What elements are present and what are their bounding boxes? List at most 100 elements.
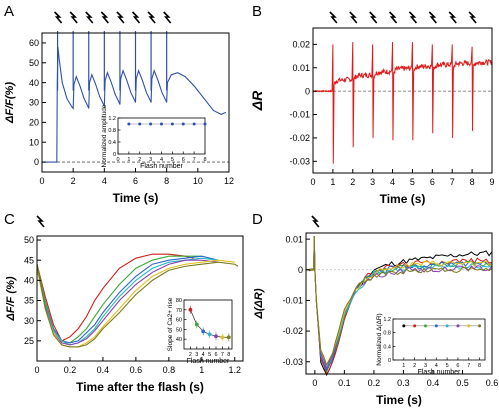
x-tick-label: 6 (133, 176, 138, 186)
y-tick-label: 0 (305, 86, 310, 96)
flash-icon (100, 11, 109, 24)
inset-point (423, 324, 427, 328)
y-tick-label: 45 (24, 255, 34, 265)
inset-x-tick-label: 1 (127, 157, 130, 163)
inset-x-tick-label: 2 (138, 157, 141, 163)
x-tick-label: 0 (39, 176, 44, 186)
x-tick-label: 5 (410, 177, 415, 187)
y-tick-label: 25 (24, 336, 34, 346)
inset-x-tick-label: 3 (195, 352, 198, 358)
inset-point (445, 324, 449, 328)
x-tick-label: 9 (489, 177, 494, 187)
inset-y-tick-label: 1.2 (383, 317, 391, 323)
x-tick-label: 0.5 (456, 378, 469, 388)
y-tick-label: 30 (24, 316, 34, 326)
x-tick-label: 7 (450, 177, 455, 187)
y-tick-label: 60 (29, 38, 39, 48)
inset-frame (183, 299, 233, 350)
flash-icon (311, 215, 320, 228)
inset-y-tick-label: 60 (176, 318, 182, 324)
flash-icon (408, 11, 418, 24)
y-tick-label: 35 (24, 296, 34, 306)
plot-frame (312, 27, 493, 174)
inset-x-tick-label: 8 (478, 363, 481, 369)
inset-y-tick-label: 0.8 (383, 331, 391, 337)
y-tick-label: -0.03 (289, 156, 310, 166)
flash-icon (131, 11, 141, 24)
inset-x-tick-label: 4 (435, 363, 438, 369)
inset-x-tick-label: 6 (214, 352, 217, 358)
inset-x-tick-label: 8 (203, 157, 206, 163)
x-tick-label: 1 (330, 177, 335, 187)
x-tick-label: 0.6 (486, 378, 499, 388)
inset-y-tick-label: 70 (176, 308, 182, 314)
inset-y-label: Normalized amplitude (101, 104, 108, 167)
inset-y-tick-label: 0.4 (108, 140, 116, 146)
x-axis-label: Time (s) (380, 192, 426, 206)
inset-x-label: Flash number (418, 369, 461, 376)
panel-letter-b: B (252, 3, 262, 20)
flash-icon (85, 11, 94, 24)
y-tick-label: 0 (298, 265, 303, 275)
inset-point (203, 122, 207, 126)
x-tick-label: 12 (224, 176, 234, 186)
x-tick-label: 0.4 (427, 378, 440, 388)
inset-point (138, 122, 142, 126)
y-axis-label: ΔR (249, 90, 265, 111)
flash-icon (147, 11, 156, 24)
flash-icon (329, 11, 338, 24)
x-tick-label: 0.4 (97, 365, 110, 375)
plot-frame (36, 235, 244, 362)
x-tick-label: 1 (199, 365, 204, 375)
inset-y-tick-label: 1.2 (108, 116, 116, 122)
inset-x-tick-label: 4 (202, 352, 205, 358)
x-tick-label: 4 (390, 177, 395, 187)
x-tick-label: 0 (310, 177, 315, 187)
inset-point (456, 324, 460, 328)
inset-point (160, 122, 163, 126)
x-tick-label: 8 (470, 177, 475, 187)
inset-point (181, 122, 185, 126)
inset-x-tick-label: 7 (467, 363, 470, 369)
panel-d: D 0 0.1 0.2 0.3 0.4 0.5 0.6 -0.03 -0.02 -0.01 0 0.01… (252, 211, 498, 407)
series-line (306, 236, 493, 376)
y-tick-label: 0.01 (285, 234, 303, 244)
flash-icon (116, 11, 125, 24)
y-axis-label: ΔF/F (%) (5, 276, 17, 321)
series-line (306, 236, 493, 371)
x-tick-label: 6 (430, 177, 435, 187)
x-tick-label: 8 (164, 176, 169, 186)
panel-b: B 0 1 2 3 4 5 6 7 8 9 -0.03 -0.02 -0.01 0 0.01 0.02 Time … (249, 3, 495, 206)
inset-c: 2 3 4 5 6 7 8 40 50 60 70 80 Flash number Slope of Ca… (167, 297, 233, 365)
inset-point (467, 324, 471, 328)
y-tick-label: 50 (24, 235, 34, 245)
inset-point (170, 122, 174, 126)
x-tick-label: 0.6 (130, 365, 143, 375)
y-axis-label: ΔF/F(%) (4, 82, 16, 124)
x-tick-label: 10 (193, 176, 203, 186)
x-tick-label: 0.3 (397, 378, 410, 388)
inset-point (478, 324, 482, 328)
inset-point (127, 122, 131, 126)
y-tick-label: 40 (29, 78, 39, 88)
flash-icon (163, 11, 172, 24)
y-axis-label: Δ(ΔR) (253, 288, 265, 319)
series-line (312, 42, 493, 164)
inset-y-tick-label: 80 (176, 298, 182, 304)
inset-x-tick-label: 6 (456, 363, 459, 369)
inset-x-tick-label: 6 (182, 157, 185, 163)
inset-x-tick-label: 7 (193, 157, 196, 163)
inset-x-tick-label: 4 (160, 157, 163, 163)
inset-point (192, 122, 196, 126)
inset-x-tick-label: 5 (446, 363, 449, 369)
y-tick-label: 40 (24, 276, 34, 286)
plot-frame (305, 232, 493, 375)
y-tick-label: 30 (29, 98, 39, 108)
x-axis-label: Time (s) (113, 191, 159, 205)
y-tick-label: -0.02 (289, 133, 310, 143)
inset-y-tick-label: 0 (113, 152, 116, 158)
y-tick-label: 10 (29, 137, 39, 147)
series-line (306, 236, 493, 377)
